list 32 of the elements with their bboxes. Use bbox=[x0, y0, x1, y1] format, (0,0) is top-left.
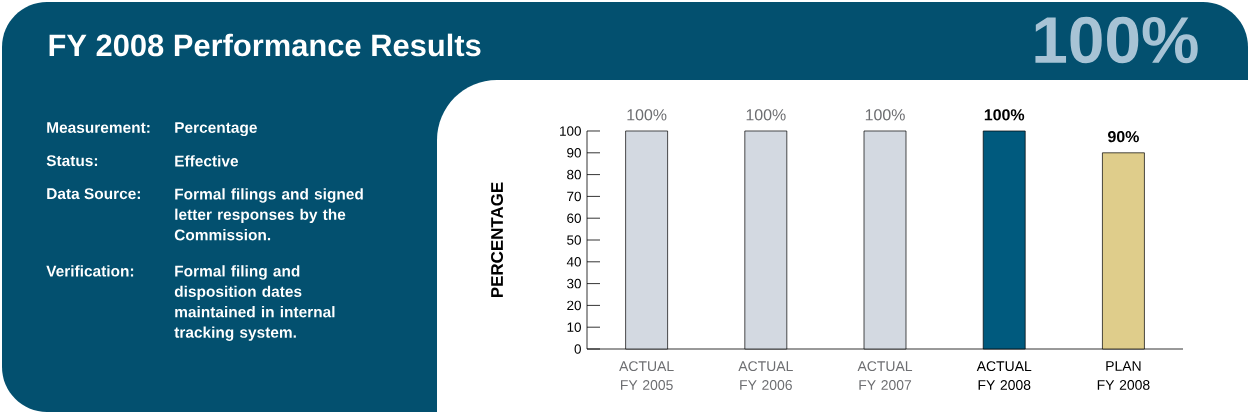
x-tick-label: ACTUAL FY 2008 bbox=[976, 361, 1032, 391]
text: Formal filing and disposition dates maintained in internal tracking system. bbox=[174, 265, 335, 341]
y-tick-label: 50 bbox=[567, 235, 581, 245]
text: FY 2008 Performance Results bbox=[49, 33, 481, 57]
source-note: Data Source: bbox=[47, 188, 140, 200]
text: Percentage bbox=[175, 122, 257, 137]
y-tick-label: 90 bbox=[567, 148, 581, 158]
text: 100% bbox=[1035, 16, 1198, 64]
data-label: 100% bbox=[746, 109, 786, 121]
data-label: 90% bbox=[1108, 131, 1139, 143]
text: Formal filings and signed letter responses by the Commission. bbox=[174, 188, 363, 241]
y-tick-label: 60 bbox=[567, 213, 581, 223]
y-tick-label: 40 bbox=[566, 257, 581, 267]
y-tick-label: 80 bbox=[567, 169, 581, 180]
data-label: 100% bbox=[627, 109, 667, 121]
y-axis-title: PERCENTAGE bbox=[491, 182, 504, 298]
text: Measurement: bbox=[47, 122, 150, 133]
y-tick-label: 10 bbox=[567, 322, 581, 332]
text: Effective bbox=[175, 155, 239, 167]
y-tick-label: 30 bbox=[567, 278, 581, 289]
x-tick-label: ACTUAL FY 2005 bbox=[619, 361, 674, 391]
x-tick-label: PLAN FY 2008 bbox=[1097, 361, 1150, 390]
data-label: 100% bbox=[865, 109, 905, 121]
y-tick-label: 100 bbox=[560, 126, 581, 136]
x-tick-label: ACTUAL FY 2006 bbox=[738, 361, 793, 391]
text: Status: bbox=[46, 155, 98, 167]
y-tick-label: 0 bbox=[574, 344, 581, 354]
x-tick-label: ACTUAL FY 2007 bbox=[857, 361, 913, 391]
y-tick-label: 20 bbox=[567, 300, 581, 311]
data-label: 100% bbox=[984, 109, 1025, 121]
text: Verification: bbox=[46, 265, 134, 277]
y-tick-label: 70 bbox=[567, 191, 581, 202]
